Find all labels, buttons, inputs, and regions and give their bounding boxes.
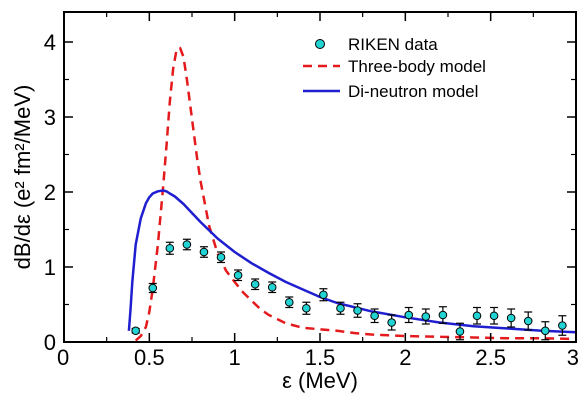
y-tick-label: 0 bbox=[44, 330, 56, 355]
data-point bbox=[540, 326, 550, 336]
data-point bbox=[370, 311, 379, 321]
three-body-curve bbox=[134, 46, 576, 342]
data-point bbox=[267, 282, 277, 292]
x-tick-label: 0 bbox=[57, 345, 69, 370]
y-tick-label: 1 bbox=[44, 255, 56, 280]
axis-ticks bbox=[63, 12, 577, 343]
data-point bbox=[387, 318, 396, 327]
y-tick-label: 4 bbox=[44, 30, 56, 55]
legend-label-riken: RIKEN data bbox=[348, 35, 438, 54]
data-point bbox=[455, 327, 465, 336]
y-tick-label: 2 bbox=[44, 180, 56, 205]
legend-label-di-neutron: Di-neutron model bbox=[348, 82, 478, 101]
x-tick-label: 1.5 bbox=[305, 345, 336, 370]
data-point bbox=[421, 312, 431, 321]
data-point bbox=[148, 283, 158, 293]
legend: RIKEN data Three-body model Di-neutron m… bbox=[303, 35, 486, 101]
data-point bbox=[165, 243, 175, 253]
data-point bbox=[558, 321, 567, 330]
data-point bbox=[233, 270, 243, 280]
data-point bbox=[284, 297, 294, 307]
x-tick-label: 1 bbox=[229, 345, 241, 370]
data-point bbox=[216, 252, 226, 262]
plot-area bbox=[127, 46, 576, 342]
x-tick-label: 0.5 bbox=[134, 345, 165, 370]
data-point bbox=[523, 316, 533, 326]
di-neutron-curve bbox=[127, 189, 576, 334]
axis-tick-labels: 0 0.5 1 1.5 2 2.5 3 0 1 2 3 4 bbox=[44, 30, 579, 370]
data-point bbox=[506, 313, 516, 323]
data-point bbox=[353, 306, 362, 315]
data-point bbox=[182, 240, 192, 249]
legend-marker-riken bbox=[315, 39, 325, 49]
data-point bbox=[131, 326, 140, 336]
data-point bbox=[404, 310, 414, 320]
data-point bbox=[199, 247, 209, 257]
x-axis-label: ε (MeV) bbox=[282, 368, 358, 393]
data-point bbox=[472, 311, 482, 321]
x-tick-label: 2.5 bbox=[475, 345, 506, 370]
data-point bbox=[319, 290, 328, 300]
data-point bbox=[302, 303, 311, 313]
data-point bbox=[489, 311, 499, 321]
data-point bbox=[250, 279, 260, 289]
y-axis-label: dB/dε (e² fm²/MeV) bbox=[10, 85, 35, 270]
y-tick-label: 3 bbox=[44, 105, 56, 130]
x-tick-label: 3 bbox=[567, 345, 579, 370]
x-tick-label: 2 bbox=[399, 345, 411, 370]
legend-label-three-body: Three-body model bbox=[348, 57, 486, 76]
data-point bbox=[336, 303, 345, 313]
data-point bbox=[438, 310, 448, 320]
